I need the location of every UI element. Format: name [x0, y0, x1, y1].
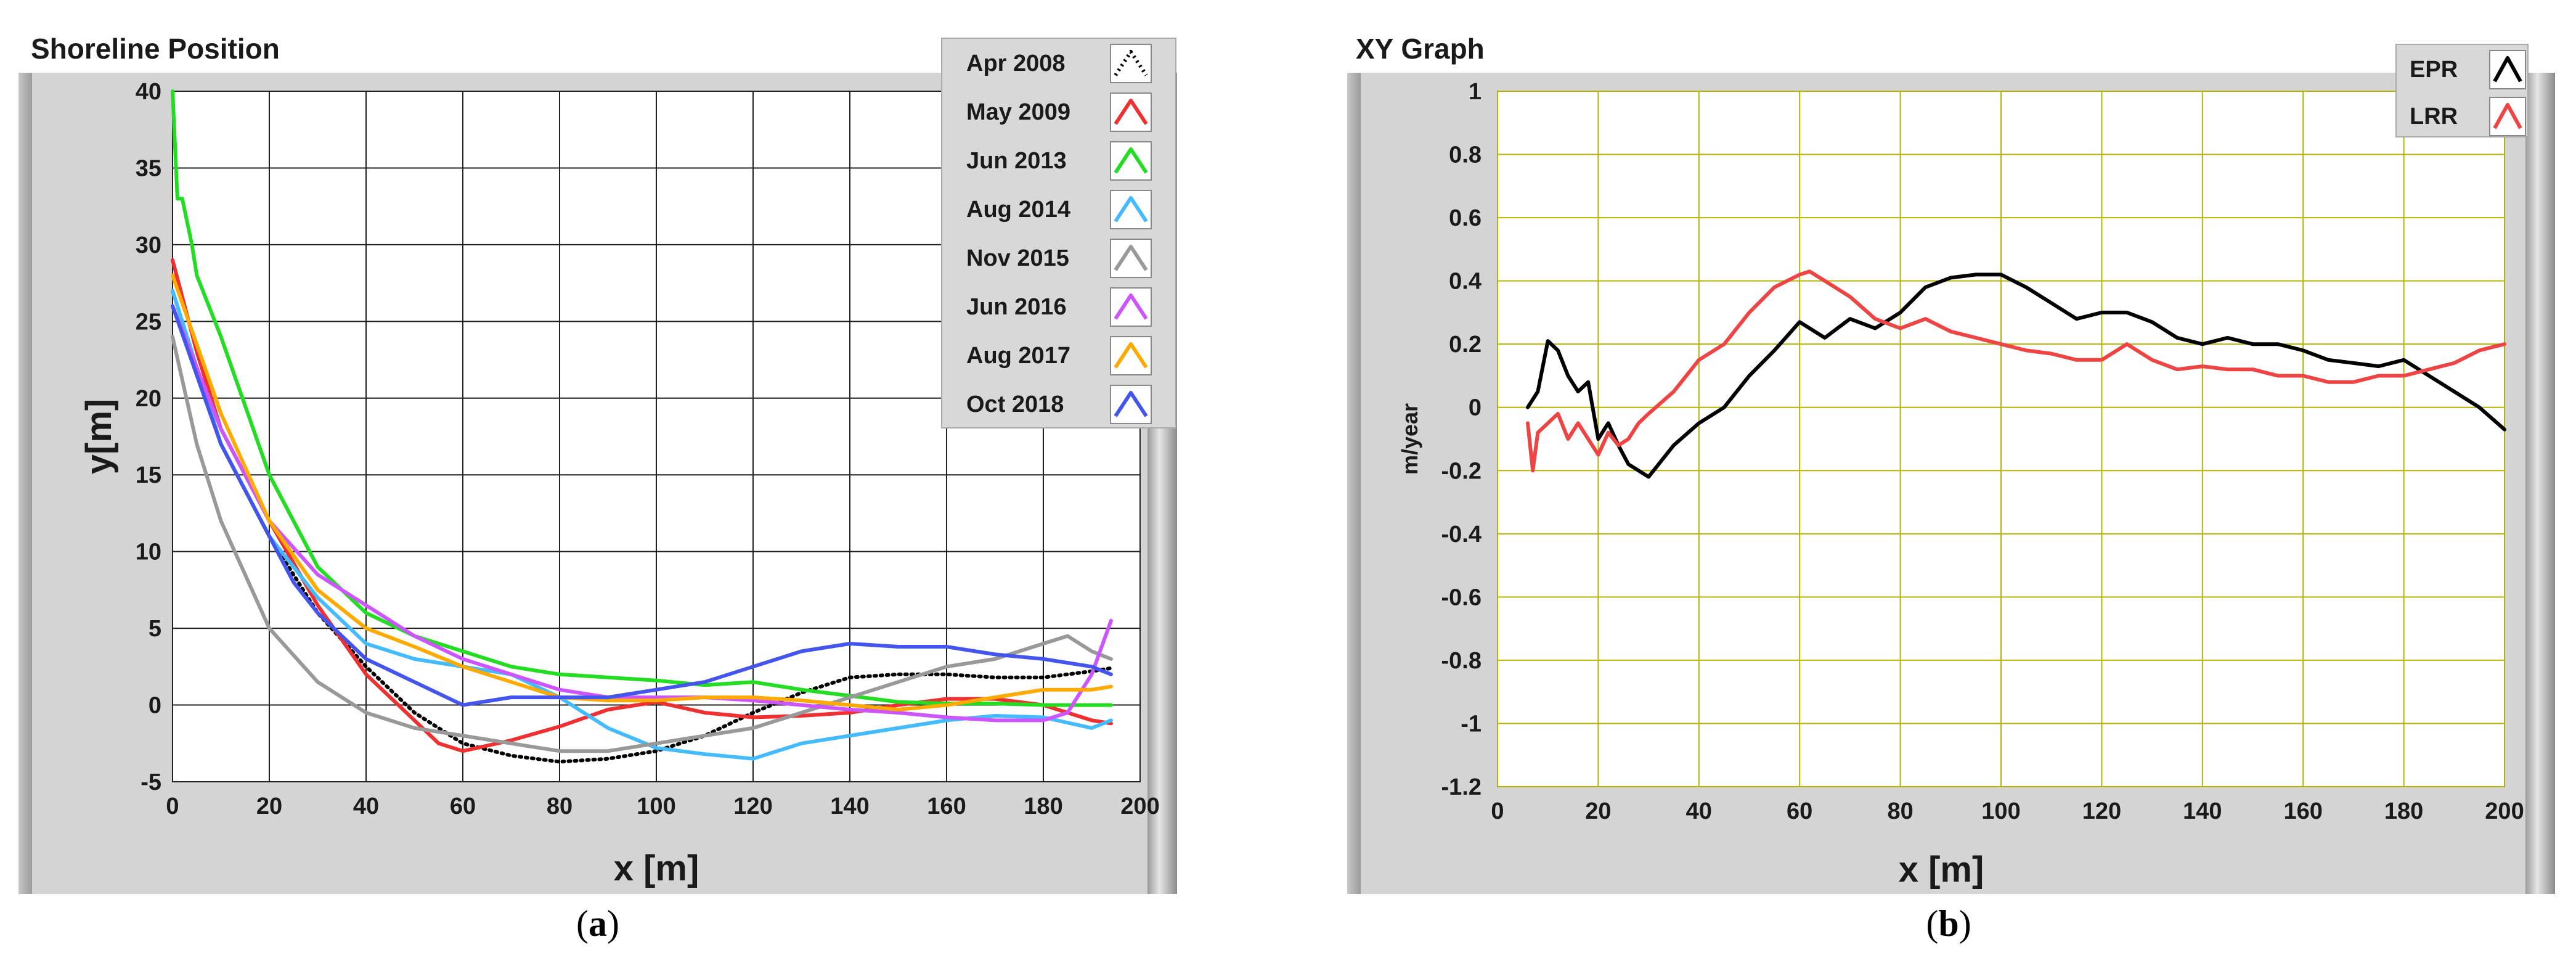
chart-b-legend-label-epr: EPR — [2410, 57, 2458, 83]
chart-b-x-ticks: 0 20 40 60 80 100 120 140 160 180 200 — [1491, 798, 2524, 824]
chart-a-legend-label-apr-2008: Apr 2008 — [966, 51, 1066, 76]
chart-b-series — [1526, 269, 2506, 479]
chart-b-y-axis-label: m/year — [1397, 403, 1422, 475]
chart-a-legend-swatch-jun-2013 — [1114, 147, 1148, 174]
chart-a-x-tick-160: 160 — [927, 793, 966, 819]
chart-b-series-epr — [1526, 273, 2506, 479]
chart-a-legend-label-aug-2017: Aug 2017 — [966, 343, 1070, 369]
chart-b-caption-letter: b — [1938, 903, 1958, 944]
chart-a-series — [171, 89, 1113, 764]
chart-a-y-tick-30: 30 — [136, 232, 161, 258]
chart-b-y-tick-0-2: 0.2 — [1449, 332, 1482, 358]
chart-b-title: XY Graph — [1356, 33, 1485, 65]
chart-b-y-tick-0-8: -0.8 — [1441, 648, 1482, 674]
chart-b-x-tick-180: 180 — [2384, 798, 2423, 824]
chart-b-legend-label-lrr: LRR — [2410, 104, 2458, 129]
chart-b-series-lrr — [1526, 269, 2506, 473]
chart-b-y-tick-0-4: 0.4 — [1449, 269, 1482, 295]
chart-a-x-tick-180: 180 — [1024, 793, 1062, 819]
chart-b-legend-swatch-lrr — [2493, 103, 2522, 129]
chart-a-legend-swatch-oct-2018 — [1114, 391, 1148, 417]
chart-a-legend-swatch-aug-2014 — [1114, 196, 1148, 223]
chart-b-x-tick-120: 120 — [2082, 798, 2121, 824]
chart-b-x-tick-100: 100 — [1981, 798, 2020, 824]
chart-b-x-tick-20: 20 — [1585, 798, 1611, 824]
chart-b-y-tick-0-4: -0.4 — [1441, 522, 1482, 547]
chart-b-caption: (b) — [1926, 903, 1971, 944]
chart-a-series-aug-2014 — [171, 289, 1113, 761]
chart-a-x-ticks: 0 20 40 60 80 100 120 140 160 180 200 — [166, 793, 1159, 819]
chart-a-y-tick-0: 0 — [149, 693, 161, 719]
chart-a-legend-label-aug-2014: Aug 2014 — [966, 197, 1070, 223]
chart-b-y-tick-1: 1 — [1469, 79, 1482, 105]
chart-a-x-tick-40: 40 — [353, 793, 379, 819]
chart-a-legend: Apr 2008 May 2009 Jun 2013 Aug 2014 Nov 2015… — [941, 38, 1176, 428]
chart-b-right-bevel — [2525, 73, 2555, 894]
chart-b-y-tick-0-6: 0.6 — [1449, 205, 1482, 231]
chart-a-x-tick-20: 20 — [256, 793, 282, 819]
chart-b-grid — [1497, 91, 2505, 787]
chart-a-y-tick-5: 5 — [149, 616, 161, 642]
chart-a: Shoreline Position 0 20 40 60 80 100 120 140 160… — [18, 33, 1177, 944]
chart-a-x-tick-100: 100 — [637, 793, 675, 819]
chart-a-x-axis-label: x [m] — [614, 848, 699, 888]
chart-b-x-tick-60: 60 — [1787, 798, 1812, 824]
chart-b-x-tick-200: 200 — [2485, 798, 2524, 824]
chart-b-y-tick-0-2: -0.2 — [1441, 458, 1482, 484]
chart-a-y-ticks: 40 35 30 25 20 15 10 5 0 -5 — [136, 79, 161, 795]
chart-b-x-tick-0: 0 — [1491, 798, 1504, 824]
chart-a-series-aug-2017 — [171, 273, 1113, 711]
chart-a-x-tick-120: 120 — [733, 793, 772, 819]
chart-a-series-oct-2018 — [171, 304, 1113, 707]
chart-a-legend-swatch-aug-2017 — [1114, 342, 1148, 369]
chart-a-y-tick-10: 10 — [136, 539, 161, 565]
chart-a-legend-label-nov-2015: Nov 2015 — [966, 245, 1069, 271]
chart-a-legend-label-jun-2013: Jun 2013 — [966, 148, 1067, 174]
chart-b-x-tick-80: 80 — [1887, 798, 1913, 824]
chart-b-y-tick-0-6: -0.6 — [1441, 584, 1482, 610]
chart-a-y-axis-label: y[m] — [79, 399, 119, 474]
chart-b-left-bevel — [1347, 73, 1361, 894]
chart-a-series-apr-2008 — [171, 289, 1113, 764]
chart-b-legend-swatch-epr — [2493, 56, 2522, 83]
chart-a-caption: (a) — [576, 903, 619, 944]
chart-a-series-nov-2015 — [171, 335, 1113, 753]
chart-b-x-axis-label: x [m] — [1899, 850, 1984, 890]
chart-b-legend: EPR LRR — [2395, 44, 2529, 137]
chart-a-grid — [172, 91, 1141, 782]
chart-a-y-tick-20: 20 — [136, 386, 161, 412]
chart-a-y-tick-25: 25 — [136, 309, 161, 335]
chart-b-y-tick-0-8: 0.8 — [1449, 142, 1482, 168]
chart-a-legend-label-jun-2016: Jun 2016 — [966, 294, 1067, 320]
chart-b: XY Graph 0 20 40 60 80 100 120 140 160 180 200 1 0.… — [1347, 33, 2555, 944]
chart-a-x-tick-140: 140 — [830, 793, 869, 819]
chart-a-title: Shoreline Position — [31, 33, 280, 65]
chart-a-x-tick-0: 0 — [166, 793, 179, 819]
chart-a-y-tick-35: 35 — [136, 155, 161, 181]
chart-b-x-tick-140: 140 — [2183, 798, 2222, 824]
chart-b-y-tick-1-2: -1.2 — [1441, 774, 1482, 800]
chart-a-x-tick-80: 80 — [547, 793, 573, 819]
chart-a-x-tick-60: 60 — [450, 793, 476, 819]
chart-a-y-tick-15: 15 — [136, 462, 161, 488]
chart-a-y-tick-5: -5 — [141, 769, 161, 795]
chart-a-caption-letter: a — [589, 903, 607, 944]
chart-b-y-tick-0: 0 — [1469, 395, 1482, 421]
chart-b-y-tick-1: -1 — [1461, 711, 1482, 737]
chart-a-left-bevel — [18, 73, 32, 894]
chart-a-legend-swatch-nov-2015 — [1114, 245, 1148, 271]
chart-b-y-ticks: 1 0.8 0.6 0.4 0.2 0 -0.2 -0.4 -0.6 -0.8 -1 -1.2 — [1441, 79, 1482, 800]
chart-a-legend-swatch-apr-2008 — [1114, 50, 1148, 76]
chart-a-x-tick-200: 200 — [1120, 793, 1159, 819]
chart-b-x-tick-40: 40 — [1686, 798, 1712, 824]
chart-a-legend-label-may-2009: May 2009 — [966, 99, 1070, 125]
chart-a-legend-swatch-may-2009 — [1114, 99, 1148, 125]
chart-a-y-tick-40: 40 — [136, 79, 161, 105]
chart-a-legend-label-oct-2018: Oct 2018 — [966, 391, 1064, 417]
chart-a-legend-swatch-jun-2016 — [1114, 293, 1148, 320]
chart-b-x-tick-160: 160 — [2283, 798, 2322, 824]
